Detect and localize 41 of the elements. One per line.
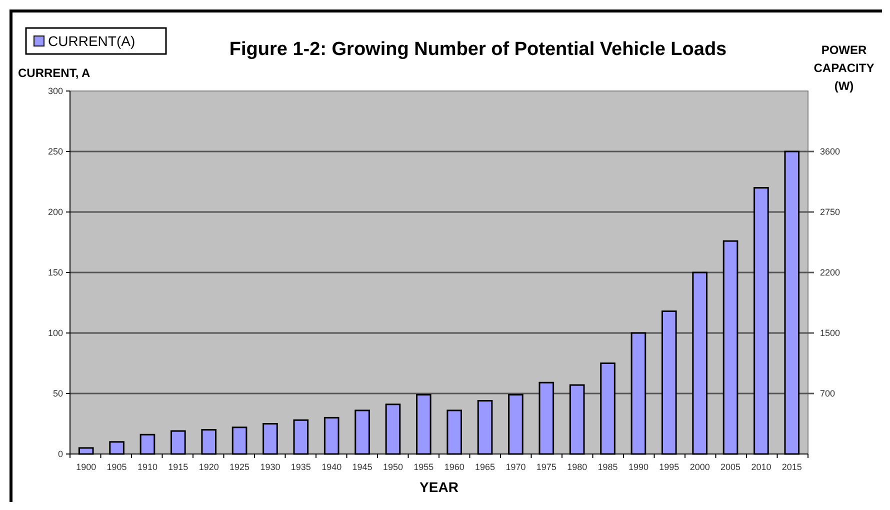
x-tick-label: 1945	[352, 462, 372, 472]
legend-label: CURRENT(A)	[48, 33, 136, 49]
x-tick-label: 2005	[720, 462, 741, 472]
x-tick-label: 1995	[659, 462, 680, 472]
text: 1500	[820, 328, 840, 338]
text: 2200	[820, 268, 840, 278]
x-tick-label: 1985	[598, 462, 618, 472]
y2-axis-title: POWER CAPACITY (W)	[814, 43, 874, 93]
x-tick-label: 1975	[536, 462, 556, 472]
x-tick-label: 1920	[198, 462, 219, 472]
x-tick-label: 1910	[137, 462, 158, 472]
text: 3600	[820, 146, 840, 157]
x-tick-label: 2000	[690, 462, 710, 472]
x-tick-label: 1915	[168, 462, 188, 472]
x-tick-label: 1935	[290, 462, 311, 472]
x-tick-label: 1900	[76, 462, 96, 472]
x-tick-label: 1960	[444, 462, 464, 472]
text: 700	[820, 388, 836, 399]
y-tick-label: 200	[48, 207, 63, 218]
y-tick-label: 300	[48, 86, 63, 96]
chart-title: Figure 1-2: Growing Number of Potential Vehicle Loads	[229, 39, 727, 60]
x-tick-label: 2010	[751, 462, 772, 472]
x-tick-label: 1940	[322, 462, 342, 472]
y-tick-label: 0	[58, 449, 63, 460]
x-tick-label: 1930	[260, 462, 280, 472]
y-tick-label: 100	[48, 328, 63, 338]
y-tick-label: 250	[48, 146, 63, 157]
x-tick-label: 1925	[230, 462, 250, 472]
text: 2750	[820, 207, 840, 218]
x-tick-label: 2015	[782, 462, 802, 472]
y-tick-label: 150	[48, 268, 63, 278]
x-tick-label: 1905	[106, 462, 127, 472]
x-tick-label: 1950	[382, 462, 403, 472]
x-axis-title: YEAR	[420, 479, 458, 495]
y-axis-title: CURRENT, A	[18, 66, 91, 80]
x-tick-label: 1970	[506, 462, 526, 472]
x-tick-label: 1965	[475, 462, 496, 472]
x-tick-label: 1990	[628, 462, 648, 472]
x-tick-label: 1980	[567, 462, 588, 472]
x-tick-label: 1955	[414, 462, 434, 472]
y-tick-label: 50	[52, 388, 63, 399]
